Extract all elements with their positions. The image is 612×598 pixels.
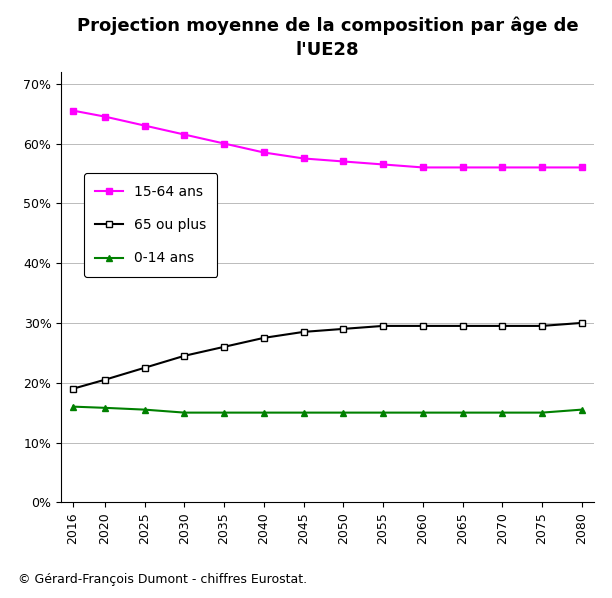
- 15-64 ans: [419, 164, 427, 171]
- Line: 0-14 ans: 0-14 ans: [70, 403, 585, 416]
- 65 ou plus: [459, 322, 466, 329]
- 15-64 ans: [499, 164, 506, 171]
- 15-64 ans: [379, 161, 387, 168]
- 0-14 ans: [379, 409, 387, 416]
- 15-64 ans: [340, 158, 347, 165]
- 65 ou plus: [260, 334, 267, 341]
- 0-14 ans: [181, 409, 188, 416]
- Line: 65 ou plus: 65 ou plus: [70, 319, 585, 392]
- 65 ou plus: [578, 319, 586, 327]
- 65 ou plus: [379, 322, 387, 329]
- 15-64 ans: [539, 164, 546, 171]
- 15-64 ans: [181, 131, 188, 138]
- Text: © Gérard-François Dumont - chiffres Eurostat.: © Gérard-François Dumont - chiffres Euro…: [18, 573, 307, 586]
- 65 ou plus: [300, 328, 307, 335]
- 0-14 ans: [69, 403, 76, 410]
- 65 ou plus: [181, 352, 188, 359]
- 0-14 ans: [578, 406, 586, 413]
- 0-14 ans: [459, 409, 466, 416]
- Title: Projection moyenne de la composition par âge de
l'UE28: Projection moyenne de la composition par…: [76, 17, 578, 59]
- 65 ou plus: [69, 385, 76, 392]
- 15-64 ans: [69, 107, 76, 114]
- 65 ou plus: [141, 364, 148, 371]
- 65 ou plus: [499, 322, 506, 329]
- 0-14 ans: [419, 409, 427, 416]
- 0-14 ans: [499, 409, 506, 416]
- Legend: 15-64 ans, 65 ou plus, 0-14 ans: 15-64 ans, 65 ou plus, 0-14 ans: [84, 173, 217, 276]
- 65 ou plus: [101, 376, 108, 383]
- 65 ou plus: [419, 322, 427, 329]
- 65 ou plus: [340, 325, 347, 332]
- 0-14 ans: [260, 409, 267, 416]
- 0-14 ans: [141, 406, 148, 413]
- 15-64 ans: [578, 164, 586, 171]
- 15-64 ans: [300, 155, 307, 162]
- 65 ou plus: [539, 322, 546, 329]
- 0-14 ans: [101, 404, 108, 411]
- 0-14 ans: [539, 409, 546, 416]
- 15-64 ans: [220, 140, 228, 147]
- 0-14 ans: [340, 409, 347, 416]
- 65 ou plus: [220, 343, 228, 350]
- Line: 15-64 ans: 15-64 ans: [70, 107, 585, 171]
- 0-14 ans: [220, 409, 228, 416]
- 15-64 ans: [260, 149, 267, 156]
- 15-64 ans: [459, 164, 466, 171]
- 15-64 ans: [101, 113, 108, 120]
- 0-14 ans: [300, 409, 307, 416]
- 15-64 ans: [141, 122, 148, 129]
